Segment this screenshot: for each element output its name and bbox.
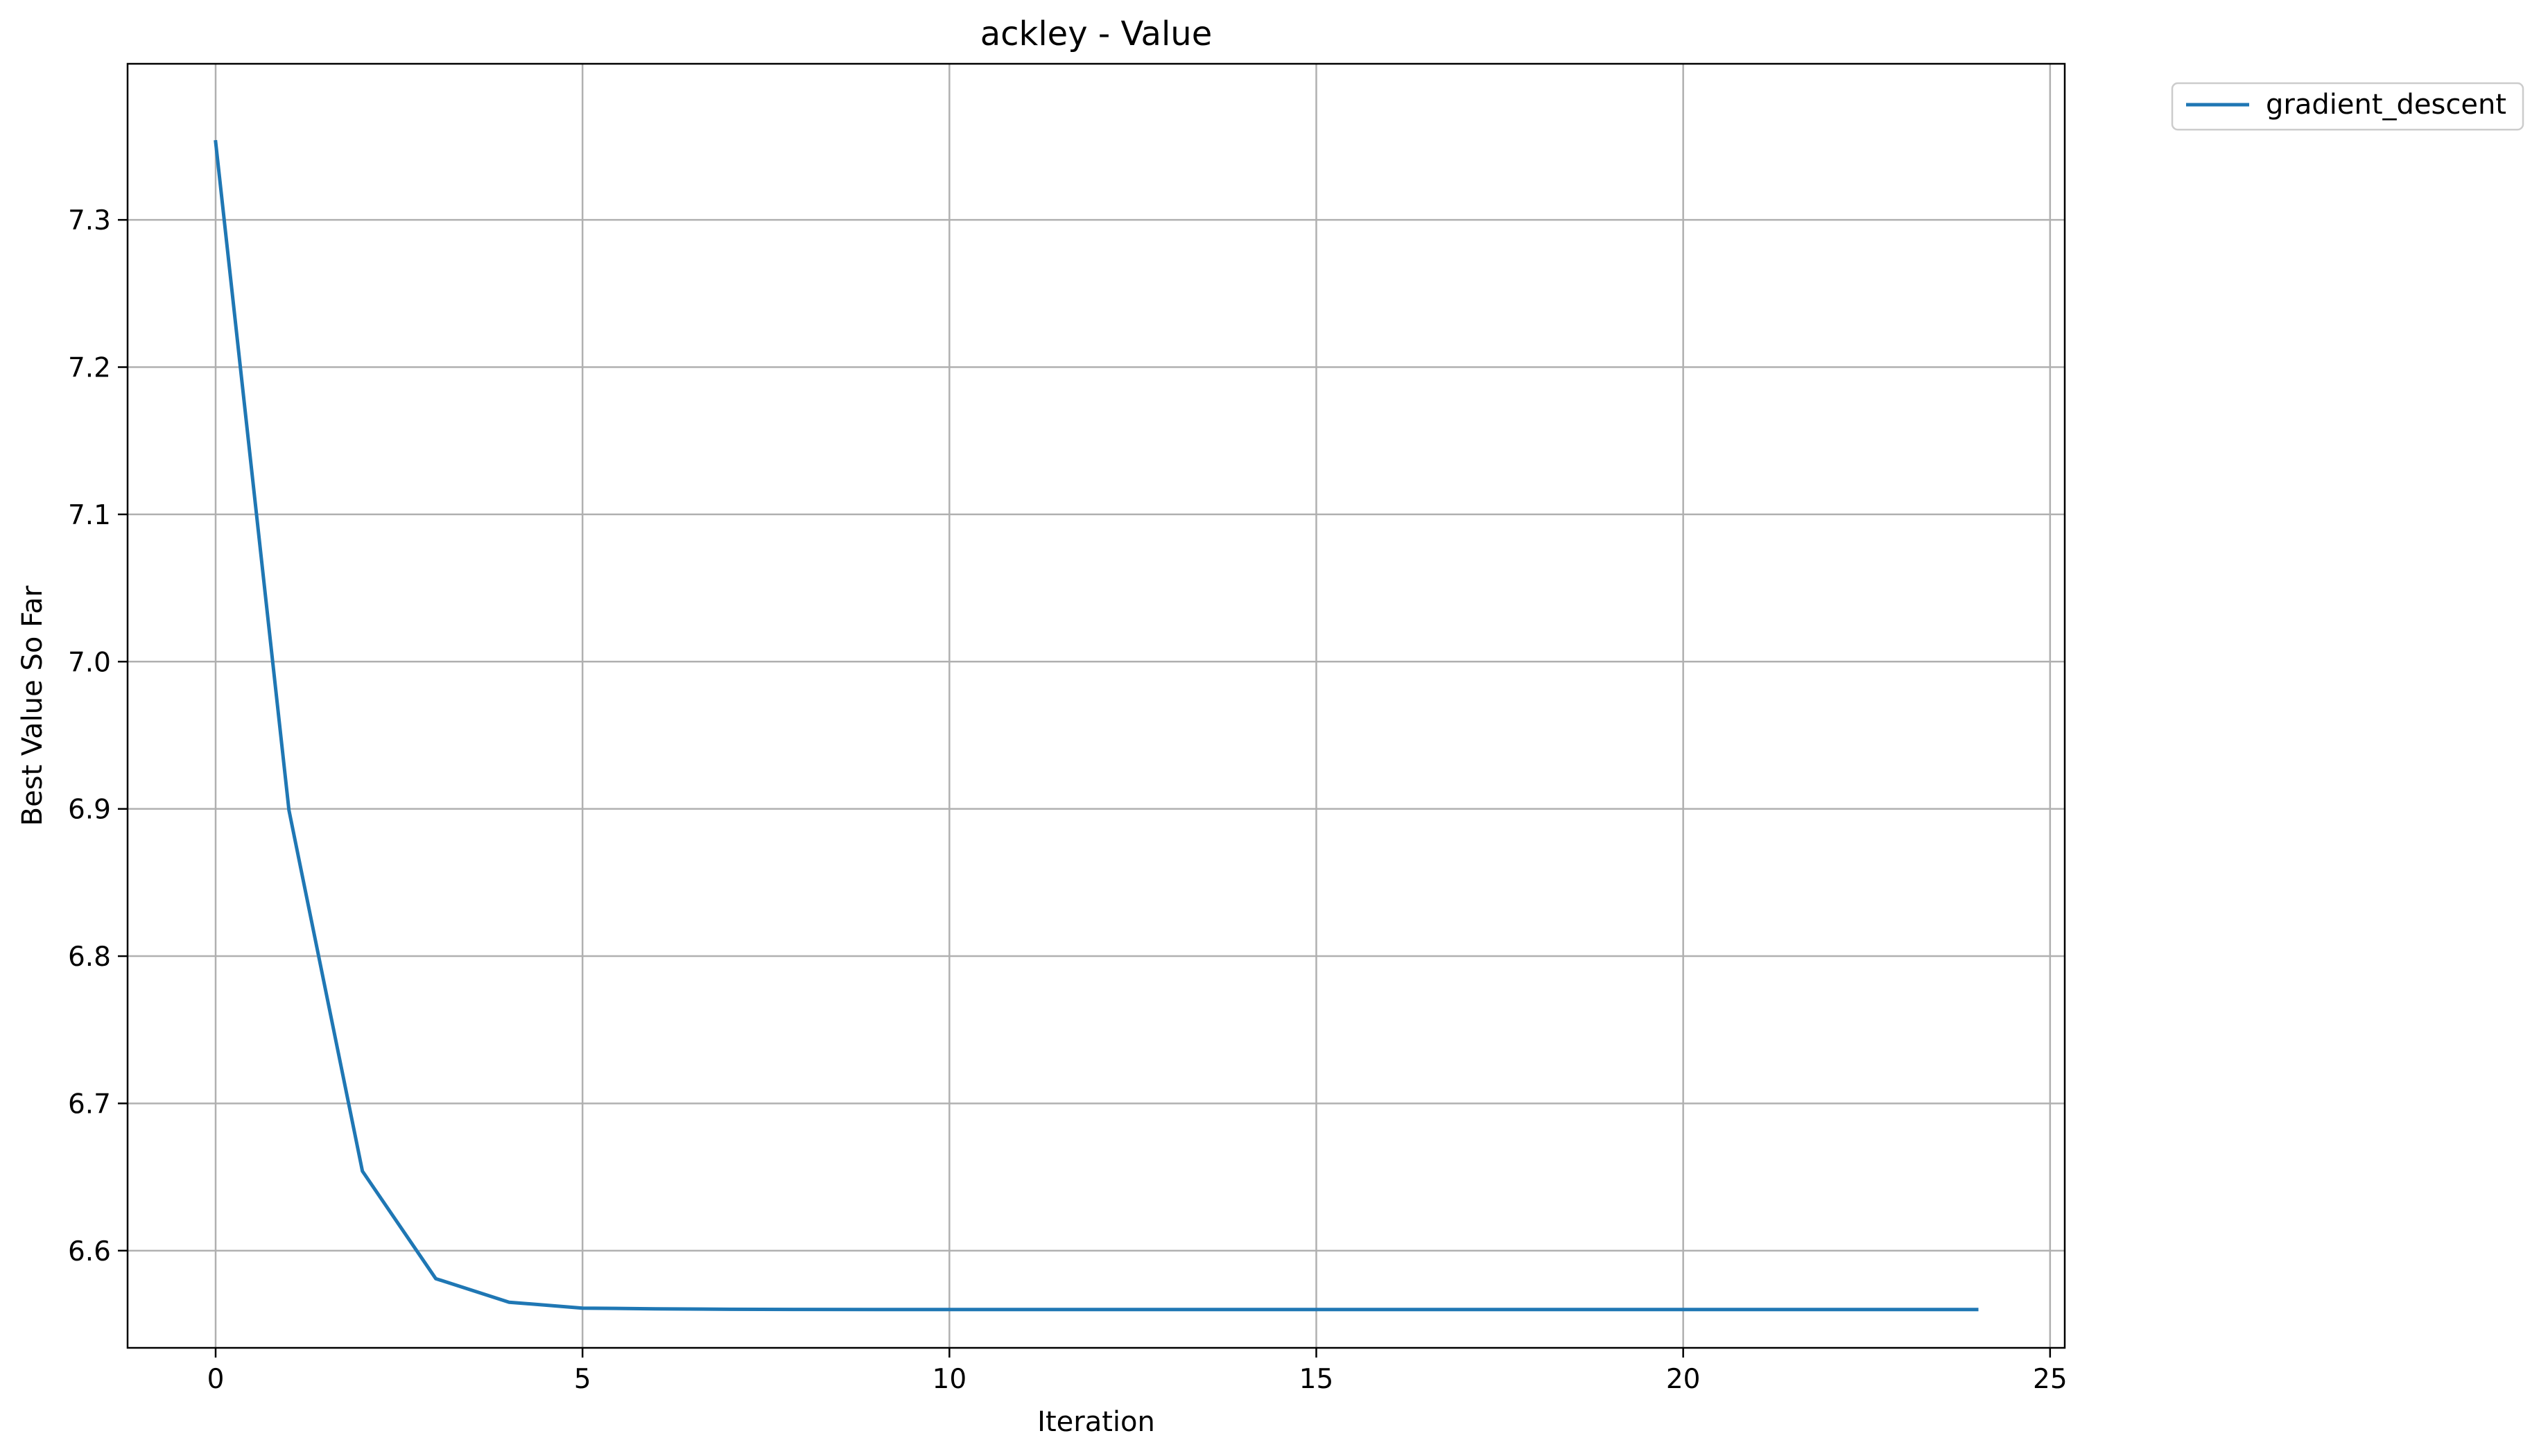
series-line-gradient-descent [214,139,1979,1312]
x-tick-label: 15 [1299,1364,1334,1395]
y-tick-label: 6.6 [68,1236,111,1267]
legend-label-gradient-descent: gradient_descent [2266,89,2506,121]
y-tick-label: 6.8 [68,942,111,973]
x-tick-label: 20 [1666,1364,1701,1395]
series-layer [214,139,1979,1312]
grid [128,64,2065,1348]
y-tick-label: 7.3 [68,205,111,236]
x-axis-label: Iteration [1037,1406,1155,1438]
x-tick-label: 10 [933,1364,967,1395]
legend-box [2171,82,2524,131]
x-tick-label: 0 [207,1364,225,1395]
y-tick-label: 6.9 [68,795,111,826]
chart-title: ackley - Value [980,15,1213,53]
x-tick-label: 5 [574,1364,591,1395]
y-tick-label: 7.1 [68,500,111,531]
legend: gradient_descent [2171,82,2524,131]
y-tick-label: 7.0 [68,647,111,678]
x-tick-label: 25 [2033,1364,2068,1395]
plot-area [128,64,2065,1348]
plot-frame [126,62,2066,1349]
ticks: 0 5 10 15 20 25 6.6 6.7 6.8 6.9 7.0 7.1 7.2 7.3 [68,205,2068,1395]
y-tick-label: 7.2 [68,353,111,384]
y-axis-label: Best Value So Far [17,585,49,826]
y-tick-label: 6.7 [68,1089,111,1120]
